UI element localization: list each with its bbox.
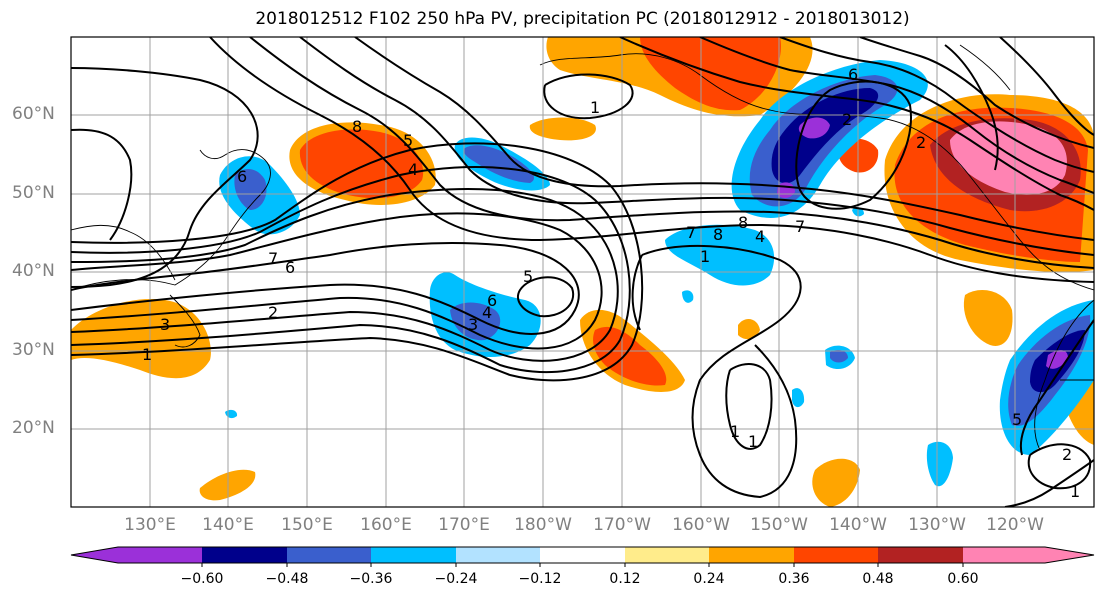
lon-label: 120°W	[986, 515, 1044, 535]
negative-anomaly-region	[665, 224, 775, 286]
contour-label: 1	[590, 98, 600, 117]
lon-label: 140°E	[202, 515, 254, 535]
contour-label: 1	[1070, 482, 1080, 501]
lon-label: 160°E	[360, 515, 412, 535]
contour-label: 7	[795, 217, 805, 236]
positive-anomaly-region	[529, 117, 596, 141]
contour-label: 3	[160, 315, 170, 334]
negative-anomaly-region	[771, 88, 879, 184]
negative-anomaly-region	[1046, 350, 1068, 369]
lat-label-60n: 60°N	[12, 104, 55, 124]
positive-anomaly-region	[963, 290, 1013, 346]
pv-contours	[71, 37, 1094, 507]
contour-label: 7	[686, 223, 696, 242]
contour-label: 1	[700, 247, 710, 266]
lon-label: 130°W	[908, 515, 966, 535]
lon-label: 170°E	[438, 515, 490, 535]
positive-anomaly-region	[199, 469, 256, 501]
negative-anomaly-region	[792, 388, 805, 408]
contour-label: 5	[1012, 410, 1022, 429]
contour-label: 2	[842, 110, 852, 129]
lat-label-50n: 50°N	[12, 183, 55, 203]
lat-label-30n: 30°N	[12, 340, 55, 360]
lon-label: 150°W	[750, 515, 808, 535]
lon-label: 140°W	[829, 515, 887, 535]
colorbar-tick-label: −0.48	[265, 571, 309, 587]
lon-label: 170°W	[593, 515, 651, 535]
map-grid	[71, 37, 1094, 507]
positive-anomaly-region	[812, 458, 860, 507]
lat-label-20n: 20°N	[12, 418, 55, 438]
contour-label: 7	[268, 249, 278, 268]
positive-anomaly-region	[738, 318, 760, 340]
contour-label: 4	[755, 227, 765, 246]
lon-label: 130°E	[124, 515, 176, 535]
contour-label: 1	[730, 422, 740, 441]
negative-anomaly-region	[463, 145, 535, 183]
colorbar-tick-label: −0.36	[349, 571, 393, 587]
contour-label: 8	[713, 225, 723, 244]
colorbar-tick-label: 0.12	[609, 571, 641, 587]
contour-label: 4	[408, 160, 418, 179]
contour-label: 6	[848, 65, 858, 84]
contour-label: 8	[738, 213, 748, 232]
colorbar-tick-label: −0.24	[434, 571, 478, 587]
positive-anomaly-region	[950, 121, 1067, 195]
contour-label: 2	[916, 133, 926, 152]
positive-anomaly-region	[593, 326, 667, 386]
contour-label: 6	[285, 258, 295, 277]
contour-label: 6	[237, 167, 247, 186]
contour-label: 8	[352, 117, 362, 136]
negative-anomaly-region	[682, 290, 694, 303]
colorbar-tick-label: 0.24	[693, 571, 725, 587]
lon-label: 160°W	[672, 515, 730, 535]
negative-anomaly-region	[234, 168, 267, 210]
contour-label: 2	[1062, 445, 1072, 464]
colorbar-tick-label: 0.48	[862, 571, 894, 587]
contour-label: 6	[487, 291, 497, 310]
contour-label: 3	[468, 315, 478, 334]
negative-anomaly-region	[830, 350, 848, 363]
negative-anomaly-region	[926, 441, 953, 487]
contour-label: 4	[482, 303, 492, 322]
colorbar-tick-label: 0.60	[947, 571, 979, 587]
colorbar-tick-label: −0.12	[518, 571, 562, 587]
contour-label: 2	[268, 303, 278, 322]
positive-anomaly-region	[71, 299, 211, 379]
lon-label: 180°W	[514, 515, 572, 535]
map-frame	[70, 36, 1095, 508]
positive-anomaly-region	[299, 129, 424, 199]
contour-labels: 8 1 5 4 6 2 7 3 1 6 3 4 6 5 7 1 8 8 4 7 …	[142, 65, 1080, 501]
contour-label: 5	[403, 131, 413, 150]
map-title: 2018012512 F102 250 hPa PV, precipitatio…	[255, 9, 910, 29]
contour-label: 5	[523, 267, 533, 286]
colorbar-tick-label: −0.60	[180, 571, 224, 587]
negative-anomaly-region	[798, 117, 830, 139]
contour-label: 1	[748, 432, 758, 451]
contour-label: 1	[142, 345, 152, 364]
colorbar-tick-label: 0.36	[778, 571, 810, 587]
lat-label-40n: 40°N	[12, 261, 55, 281]
lon-label: 150°E	[281, 515, 333, 535]
